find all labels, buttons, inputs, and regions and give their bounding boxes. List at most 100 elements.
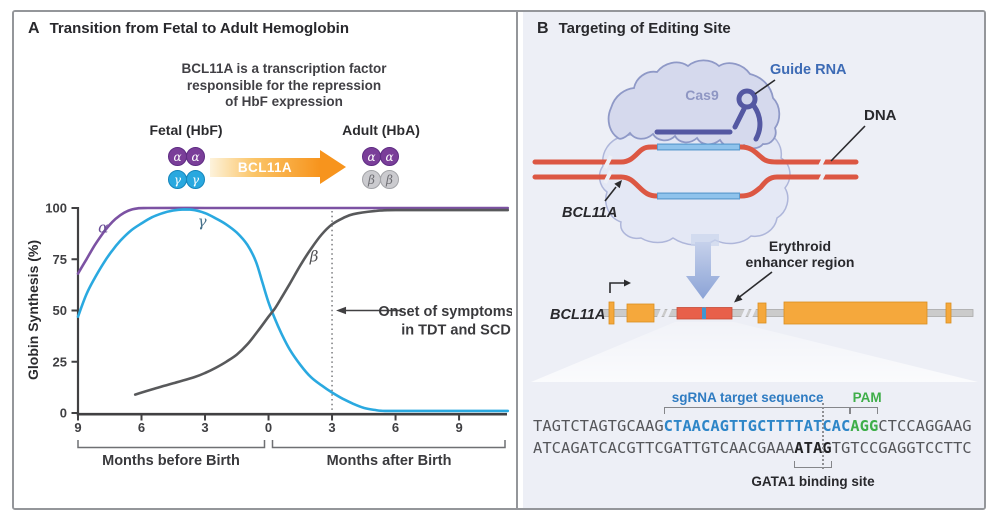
- erythroid-enhancer-label-line2: enhancer region: [746, 254, 855, 270]
- onset-annotation-line2: in TDT and SCD: [401, 323, 511, 339]
- gata1-binding-site-label: GATA1 binding site: [751, 474, 875, 489]
- bcl11a-dna-label: BCL11A: [562, 205, 617, 221]
- sgrna-target-label: sgRNA target sequence: [671, 390, 824, 405]
- bcl11a-arrow-label: BCL11A: [237, 160, 293, 175]
- adult-alpha-subunit-icon: α: [362, 147, 381, 166]
- svg-text:0: 0: [60, 406, 67, 421]
- dna-break-slashes: [603, 155, 827, 184]
- seq2-flank-left: ATCAGATCACGTTCGATTGTCAACGAAA: [533, 439, 795, 457]
- svg-text:6: 6: [138, 420, 145, 435]
- bcl11a-note-line1: BCL11A is a transcription factor: [181, 61, 387, 76]
- svg-text:3: 3: [328, 420, 335, 435]
- editing-site-tick: [702, 307, 706, 319]
- fetal-hbf-label: Fetal (HbF): [149, 122, 223, 138]
- transcription-start-arrow-icon: [609, 282, 624, 293]
- greek-letter: α: [173, 149, 182, 164]
- gata1-bracket: [794, 461, 832, 468]
- seq1-flank-left: TAGTCTAGTGCAAG: [533, 417, 664, 435]
- bcl11a-note-line3: of HbF expression: [225, 94, 343, 109]
- panel-a-title: A Transition from Fetal to Adult Hemoglo…: [28, 20, 349, 38]
- svg-text:9: 9: [74, 420, 81, 435]
- cut-site-dotted-line: [822, 403, 825, 469]
- bcl11a-dna-pointer: [604, 186, 617, 202]
- panel-a-fetal-to-adult: A Transition from Fetal to Adult Hemoglo…: [14, 12, 518, 508]
- two-panel-figure: A Transition from Fetal to Adult Hemoglo…: [12, 10, 986, 510]
- panel-b-title: B Targeting of Editing Site: [537, 20, 731, 38]
- alpha-globin-curve: [76, 206, 510, 275]
- panel-divider-gap: [518, 12, 523, 508]
- svg-text:100: 100: [45, 201, 67, 216]
- exon-2: [626, 303, 655, 323]
- exon-5: [945, 302, 952, 324]
- exon-1: [608, 301, 615, 325]
- adult-hba-label: Adult (HbA): [342, 122, 420, 138]
- sgrna-bracket: [663, 407, 851, 414]
- panel-a-tag: A: [28, 20, 40, 37]
- greek-letter: α: [191, 149, 200, 164]
- zoom-wedge: [531, 322, 978, 382]
- fetal-alpha-subunit-icon: α: [186, 147, 205, 166]
- dna-sequence-top-strand: TAGTCTAGTGCAAGCTAACAGTTGCTTTTATCACAGGCTC…: [533, 417, 972, 435]
- editing-direction-arrow-icon: [686, 242, 720, 299]
- guide-rna-icon: [654, 88, 763, 142]
- greek-letter: β: [386, 172, 393, 187]
- bcl11a-gene-label: BCL11A: [550, 307, 605, 323]
- panel-b-title-text: Targeting of Editing Site: [558, 20, 731, 37]
- onset-annotation-line1: Onset of symptoms: [378, 304, 512, 320]
- svg-text:0: 0: [265, 420, 272, 435]
- gamma-globin-curve: [76, 208, 510, 413]
- before-birth-bracket: [77, 440, 266, 449]
- gene-break-slash-2: [739, 303, 758, 323]
- transcription-start-arrowhead: [624, 279, 631, 287]
- bcl11a-dna-pointer-head: [614, 180, 622, 189]
- svg-text:9: 9: [455, 420, 462, 435]
- y-axis-title: Globin Synthesis (%): [25, 240, 41, 380]
- svg-text:25: 25: [53, 354, 67, 369]
- fetal-alpha-subunit-icon: α: [168, 147, 187, 166]
- svg-text:50: 50: [53, 303, 67, 318]
- alpha-globin-curve-label: α: [98, 219, 108, 237]
- enhancer-pointer: [739, 271, 773, 298]
- dna-label: DNA: [864, 107, 897, 124]
- greek-letter: γ: [173, 172, 182, 187]
- exon-4: [783, 301, 928, 325]
- greek-letter: γ: [191, 172, 200, 187]
- seq1-sgrna-target: CTAACAGTTGCTTTTATCAC: [663, 417, 851, 435]
- cas9-label: Cas9: [685, 87, 719, 103]
- svg-text:75: 75: [53, 252, 67, 267]
- exon-3: [757, 302, 767, 324]
- greek-letter: α: [385, 149, 394, 164]
- cas9-editing-diagram: Cas9: [531, 59, 978, 382]
- bcl11a-arrow-icon: [210, 158, 320, 177]
- seq1-pam: AGG: [850, 417, 879, 435]
- seq1-flank-right: CTCCAGGAAG: [878, 417, 972, 435]
- seq2-gata1-site: ATAG: [794, 439, 832, 457]
- dna-sequence-bottom-strand: ATCAGATCACGTTCGATTGTCAACGAAAATAGTGTCCGAG…: [533, 439, 972, 457]
- months-after-birth-label: Months after Birth: [327, 453, 452, 469]
- erythroid-enhancer-label-line1: Erythroid: [769, 238, 831, 254]
- beta-globin-curve: [133, 208, 510, 396]
- panel-b-editing-site: B Targeting of Editing Site: [523, 12, 984, 508]
- bcl11a-note: BCL11A is a transcription factor respons…: [114, 61, 454, 111]
- panel-b-tag: B: [537, 20, 549, 37]
- beta-globin-curve-label: β: [309, 247, 319, 265]
- sequence-block: sgRNA target sequence PAM TAGTCTAGTGCAAG…: [533, 390, 981, 492]
- dna-pointer: [830, 125, 866, 162]
- bcl11a-note-line2: responsible for the repression: [186, 77, 382, 93]
- adult-beta-subunit-icon: β: [380, 170, 399, 189]
- months-before-birth-label: Months before Birth: [102, 453, 240, 469]
- pam-bracket: [850, 407, 879, 414]
- pam-label: PAM: [852, 390, 882, 405]
- gamma-globin-curve-label: γ: [198, 212, 207, 230]
- svg-text:6: 6: [392, 420, 399, 435]
- svg-text:3: 3: [201, 420, 208, 435]
- greek-letter: β: [368, 172, 375, 187]
- adult-alpha-subunit-icon: α: [380, 147, 399, 166]
- after-birth-bracket: [271, 440, 506, 449]
- panel-a-title-text: Transition from Fetal to Adult Hemoglobi…: [49, 20, 349, 37]
- adult-beta-subunit-icon: β: [362, 170, 381, 189]
- seq2-flank-right: TGTCCGAGGTCCTTC: [831, 439, 972, 457]
